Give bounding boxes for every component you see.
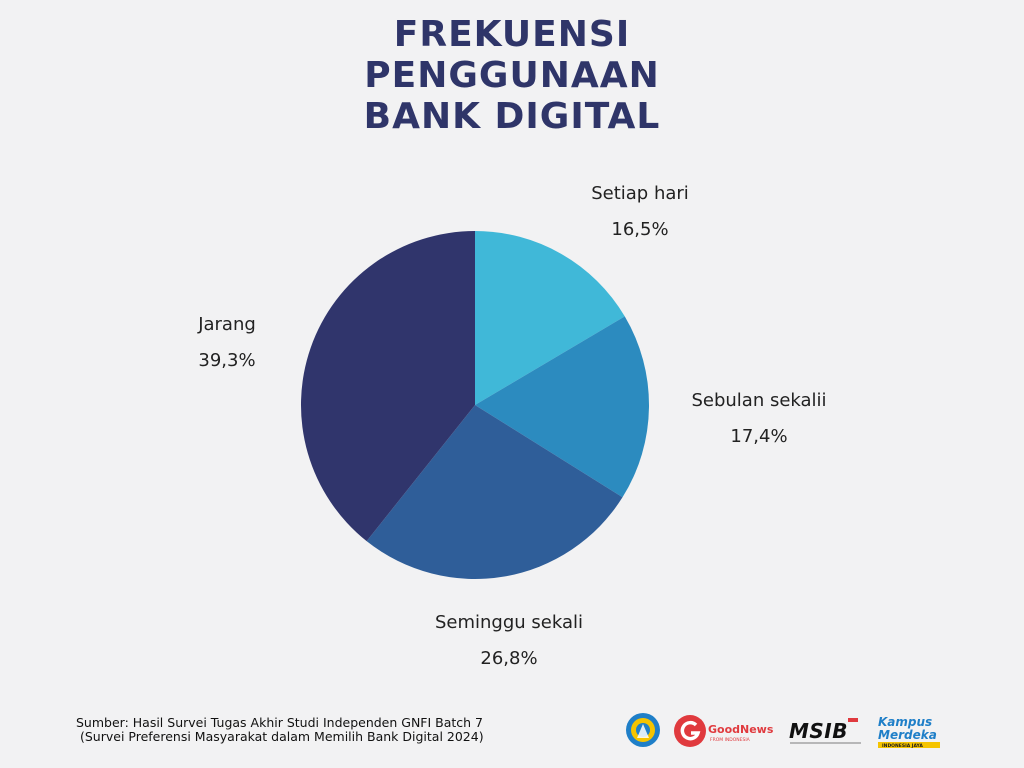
slice-label-sebulan-sekali: Sebulan sekalii bbox=[691, 390, 827, 411]
source-line-2: (Survei Preferensi Masyarakat dalam Memi… bbox=[80, 729, 484, 744]
goodnews-logo: GoodNews FROM INDONESIA bbox=[674, 715, 774, 747]
label-setiap-hari: Setiap hari 16,5% bbox=[590, 183, 690, 241]
merdeka-wordmark: Merdeka bbox=[878, 728, 937, 742]
slice-value-setiap-hari: 16,5% bbox=[611, 219, 669, 240]
kampus-subtext: INDONESIA JAYA bbox=[882, 743, 923, 749]
source-line-1: Sumber: Hasil Survei Tugas Akhir Studi I… bbox=[76, 715, 484, 730]
kampus-merdeka-logo: Kampus Merdeka INDONESIA JAYA bbox=[878, 715, 940, 749]
pie-slice-jarang bbox=[300, 231, 475, 542]
slice-label-seminggu-sekali: Seminggu sekali bbox=[434, 612, 584, 633]
chart-title: FREKUENSI PENGGUNAAN BANK DIGITAL bbox=[0, 14, 1024, 137]
partner-logos: GoodNews FROM INDONESIA MSIB Kampus Merd… bbox=[624, 708, 944, 754]
slice-value-seminggu-sekali: 26,8% bbox=[480, 648, 538, 669]
slice-value-jarang: 39,3% bbox=[198, 350, 256, 371]
title-line-3: BANK DIGITAL bbox=[363, 96, 661, 137]
pie-slice-sebulan-sekalii bbox=[475, 316, 650, 498]
title-line-1: FREKUENSI bbox=[393, 14, 631, 55]
goodnews-subtext: FROM INDONESIA bbox=[710, 737, 751, 743]
slice-label-jarang: Jarang bbox=[198, 314, 256, 335]
source-note: Sumber: Hasil Survei Tugas Akhir Studi I… bbox=[76, 716, 484, 744]
title-line-2: PENGGUNAAN bbox=[364, 55, 660, 96]
label-jarang: Jarang 39,3% bbox=[192, 314, 262, 372]
msib-wordmark: MSIB bbox=[789, 719, 848, 743]
kampus-wordmark: Kampus bbox=[878, 715, 932, 729]
label-sebulan-sekali: Sebulan sekalii 17,4% bbox=[689, 390, 829, 448]
slice-label-setiap-hari: Setiap hari bbox=[591, 183, 689, 204]
pie-slice-setiap-hari bbox=[475, 231, 625, 405]
msib-logo: MSIB bbox=[789, 718, 861, 744]
slice-value-sebulan-sekali: 17,4% bbox=[730, 426, 788, 447]
goodnews-wordmark: GoodNews bbox=[708, 723, 774, 736]
pie-slice-seminggu-sekali bbox=[366, 405, 623, 580]
label-seminggu-sekali: Seminggu sekali 26,8% bbox=[434, 612, 584, 670]
kemendikbud-logo bbox=[626, 713, 660, 747]
